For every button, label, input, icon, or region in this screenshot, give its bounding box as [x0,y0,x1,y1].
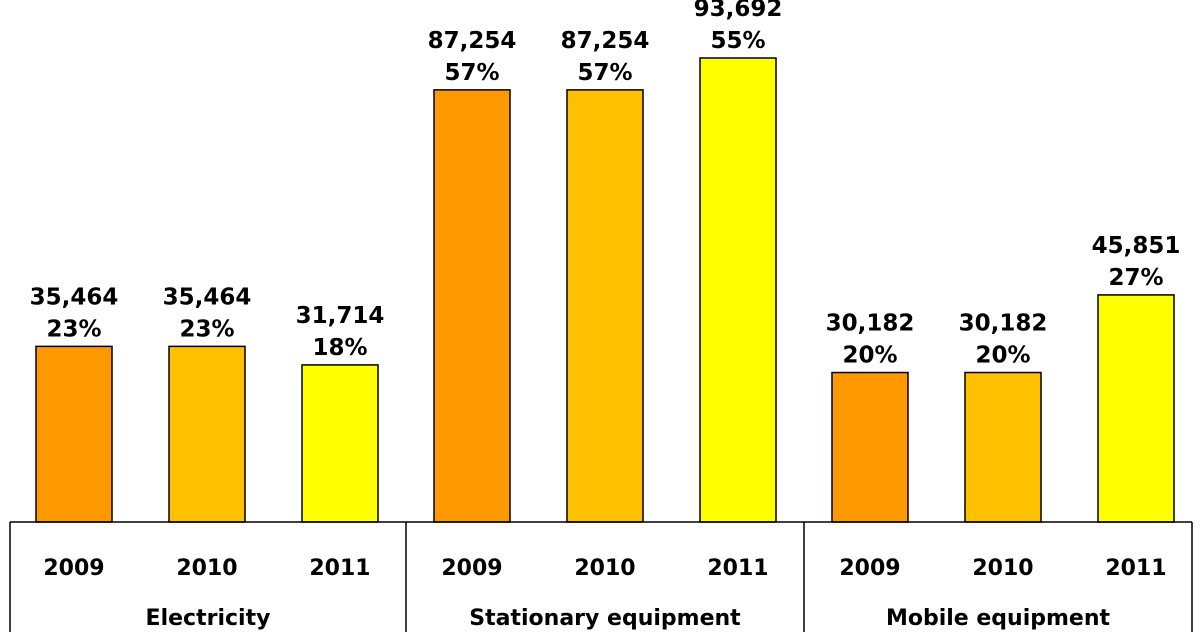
percent-label-mobile-equipment-2010: 20% [975,343,1030,369]
labels-layer: 35,464 23% 35,464 23% 31,714 18% 87,254 57% 87,2… [30,0,1181,369]
percent-label-electricity-2011: 18% [312,335,367,361]
group-label-stationary-equipment: Stationary equipment [469,606,741,631]
group-label-mobile-equipment: Mobile equipment [886,606,1111,631]
category-axis-table: 2009 2010 2011 Electricity 2009 2010 2011 Stati… [9,521,1193,632]
year-tick-label-electricity-2009: 2009 [43,556,104,581]
value-label-stationary-equipment-2009: 87,254 [428,28,517,54]
percent-label-electricity-2010: 23% [179,316,234,342]
value-label-stationary-equipment-2010: 87,254 [561,28,650,54]
year-tick-label-mobile-equipment-2011: 2011 [1105,556,1166,581]
year-tick-label-mobile-equipment-2009: 2009 [839,556,900,581]
bar-mobile-equipment-2009 [831,371,909,523]
year-tick-label-electricity-2011: 2011 [309,556,370,581]
bar-mobile-equipment-2011 [1097,294,1175,523]
year-tick-label-stationary-equipment-2010: 2010 [574,556,635,581]
value-label-electricity-2011: 31,714 [296,303,385,329]
percent-label-mobile-equipment-2009: 20% [842,343,897,369]
year-tick-label-stationary-equipment-2011: 2011 [707,556,768,581]
value-label-electricity-2010: 35,464 [163,284,252,310]
percent-label-mobile-equipment-2011: 27% [1108,265,1163,291]
percent-label-stationary-equipment-2009: 57% [444,60,499,86]
bar-mobile-equipment-2010 [964,371,1042,523]
value-label-stationary-equipment-2011: 93,692 [694,0,783,22]
value-label-electricity-2009: 35,464 [30,284,119,310]
year-tick-label-electricity-2010: 2010 [176,556,237,581]
percent-label-stationary-equipment-2011: 55% [710,28,765,54]
bar-electricity-2011 [301,364,379,523]
year-tick-label-stationary-equipment-2009: 2009 [441,556,502,581]
bar-stationary-equipment-2009 [433,89,511,523]
bar-stationary-equipment-2010 [566,89,644,523]
value-label-mobile-equipment-2011: 45,851 [1092,233,1181,259]
bar-electricity-2009 [35,345,113,523]
year-tick-label-mobile-equipment-2010: 2010 [972,556,1033,581]
bar-electricity-2010 [168,345,246,523]
value-label-mobile-equipment-2010: 30,182 [959,311,1048,337]
value-label-mobile-equipment-2009: 30,182 [826,311,915,337]
percent-label-stationary-equipment-2010: 57% [577,60,632,86]
bar-stationary-equipment-2011 [699,57,777,523]
bars-layer [35,57,1175,523]
group-label-electricity: Electricity [146,606,271,631]
percent-label-electricity-2009: 23% [46,316,101,342]
